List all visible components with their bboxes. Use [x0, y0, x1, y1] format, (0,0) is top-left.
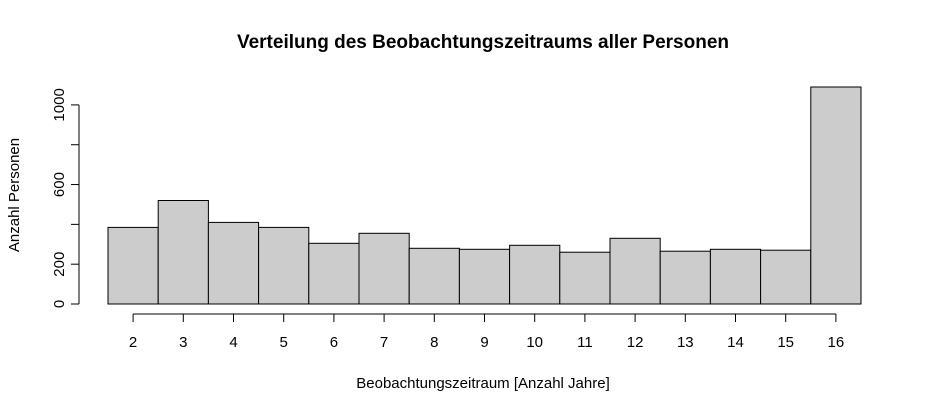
bar-10 [509, 244, 561, 305]
bar-2 [107, 226, 159, 305]
bar-3 [157, 200, 209, 305]
x-tick-label: 8 [430, 334, 438, 351]
x-tick-label: 7 [380, 334, 388, 351]
x-tick-label: 11 [577, 334, 593, 351]
bar-4 [207, 221, 260, 305]
x-tick-label: 2 [129, 334, 137, 351]
bar-group [107, 86, 862, 305]
x-axis-label: Beobachtungszeitraum [Anzahl Jahre] [356, 375, 609, 392]
bar-15 [760, 249, 812, 305]
x-tick-label: 15 [777, 334, 794, 351]
x-tick-label: 9 [480, 334, 488, 351]
x-tick-label: 6 [330, 334, 338, 351]
chart-title: Verteilung des Beobachtungszeitraums all… [237, 32, 729, 53]
y-axis: 0 200 600 1000 [51, 88, 80, 308]
bar-9 [458, 248, 511, 305]
x-tick-label: 12 [627, 334, 644, 351]
x-axis: 2 3 4 5 6 7 8 9 10 11 12 13 14 15 16 [129, 313, 845, 351]
y-tick-label: 0 [51, 300, 68, 308]
y-axis-label: Anzahl Personen [6, 138, 23, 252]
x-tick-label: 14 [727, 334, 744, 351]
x-tick-label: 13 [677, 334, 694, 351]
bar-11 [559, 251, 611, 305]
y-tick-label: 1000 [51, 88, 68, 121]
bar-14 [709, 248, 762, 305]
x-tick-label: 3 [179, 334, 187, 351]
y-tick-label: 200 [51, 252, 68, 277]
bar-5 [258, 226, 310, 305]
x-tick-label: 10 [526, 334, 543, 351]
y-tick-label: 600 [51, 172, 68, 197]
x-tick-label: 4 [229, 334, 237, 351]
x-tick-label: 16 [828, 334, 845, 351]
bar-12 [609, 237, 661, 305]
x-tick-label: 5 [280, 334, 288, 351]
bar-6 [308, 242, 360, 305]
bar-13 [659, 250, 711, 305]
bar-7 [358, 232, 410, 305]
bar-16 [810, 86, 862, 305]
bar-8 [408, 247, 460, 305]
